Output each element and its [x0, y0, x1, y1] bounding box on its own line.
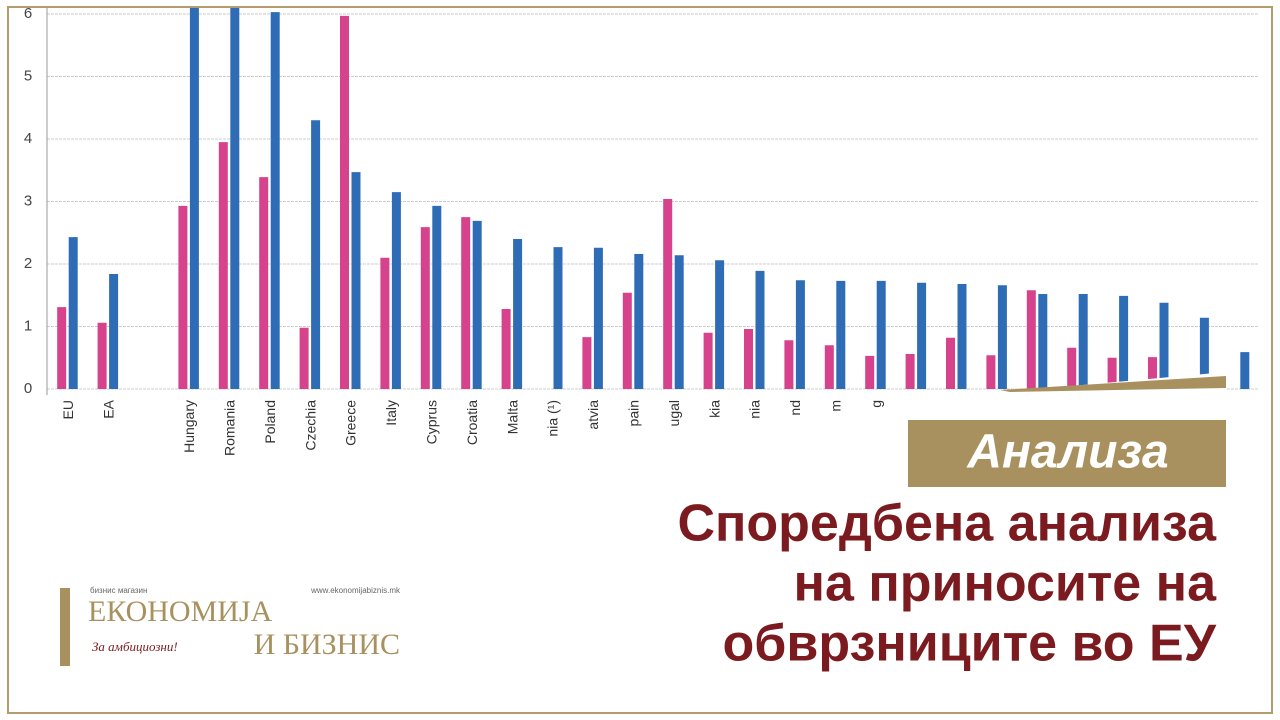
bar	[824, 345, 834, 389]
x-tick-label: Greece	[343, 400, 359, 446]
bar	[340, 15, 349, 389]
logo-bar	[60, 588, 70, 666]
y-tick-label: 5	[24, 67, 32, 84]
banner-tag-bg	[908, 420, 1226, 487]
logo-slogan: За амбициозни!	[92, 639, 178, 654]
x-tick-label: nia	[747, 400, 763, 419]
bar	[622, 292, 632, 389]
frame	[7, 6, 1273, 714]
x-tick-label: atvia	[585, 400, 601, 430]
x-tick-label: Cyprus	[424, 400, 440, 444]
bar	[351, 172, 361, 389]
logo-url: www.ekonomijabiznis.mk	[310, 586, 401, 595]
bar	[1240, 352, 1250, 389]
x-tick-label: m	[828, 400, 844, 412]
x-tick-label: pain	[626, 400, 642, 426]
bar	[68, 237, 78, 389]
bar	[784, 340, 794, 389]
bar	[218, 142, 228, 389]
logo-name: И БИЗНИС	[254, 628, 400, 661]
bar	[420, 227, 430, 389]
y-tick-label: 4	[24, 130, 32, 147]
bar	[259, 177, 269, 389]
bar	[461, 217, 471, 389]
bar	[836, 280, 846, 389]
logo-name: ЕКОНОМИЈА	[88, 595, 273, 628]
x-tick-label: nia (¹)	[545, 400, 561, 437]
bar	[795, 280, 805, 389]
headline: обврзниците во ЕУ	[723, 615, 1217, 673]
banner-tag: Анализа	[966, 426, 1168, 479]
x-tick-label: kia	[706, 400, 722, 418]
bar	[946, 337, 955, 389]
bar	[997, 285, 1007, 389]
bar	[582, 337, 592, 389]
bar	[1199, 317, 1209, 389]
headline: на приносите на	[794, 555, 1218, 613]
x-tick-label: ugal	[666, 400, 682, 426]
bar	[905, 354, 915, 389]
y-tick-label: 3	[24, 192, 32, 209]
bar	[957, 284, 967, 389]
x-tick-label: Hungary	[181, 400, 197, 453]
bar	[715, 260, 725, 389]
bar	[1119, 295, 1129, 389]
y-tick-label: 0	[24, 380, 32, 397]
bar	[1067, 347, 1077, 389]
bar	[663, 199, 673, 389]
bar	[744, 329, 753, 389]
bar	[553, 247, 563, 389]
bar	[1078, 294, 1088, 389]
bar	[501, 309, 511, 389]
x-tick-label: Italy	[383, 400, 399, 426]
bar	[178, 205, 188, 389]
bar	[865, 355, 875, 389]
y-tick-label: 1	[24, 317, 32, 334]
bar	[311, 120, 321, 389]
bar	[57, 307, 67, 389]
chart	[46, 8, 1258, 395]
bar	[1159, 302, 1169, 389]
bar	[593, 247, 603, 389]
y-tick-label: 2	[24, 255, 32, 272]
bar	[432, 205, 442, 389]
bar	[917, 282, 927, 389]
headline: Споредбена анализа	[677, 495, 1217, 553]
bar	[1038, 294, 1048, 389]
bar	[876, 280, 886, 389]
bar	[986, 355, 996, 389]
bar	[472, 220, 482, 389]
x-tick-label: Romania	[222, 400, 238, 456]
x-tick-label: nd	[787, 400, 803, 416]
x-labels: 0 1 2 3 4 5 6 EU EA Hungary Romania Poland Czechia Gr…	[24, 5, 884, 456]
bar	[270, 12, 280, 389]
bar	[391, 192, 401, 389]
bar	[1148, 357, 1157, 389]
bar	[109, 274, 119, 389]
bar	[1107, 357, 1117, 389]
bar	[703, 332, 713, 389]
bar	[380, 257, 390, 389]
bar	[1026, 290, 1036, 389]
bar	[97, 322, 107, 389]
x-tick-label: EA	[100, 399, 116, 418]
x-tick-label: Malta	[504, 400, 520, 434]
bar	[189, 8, 199, 389]
bar	[634, 254, 644, 389]
logo-kicker: бизнис магазин	[90, 586, 147, 595]
x-tick-label: Croatia	[464, 400, 480, 445]
bar	[513, 239, 523, 389]
x-tick-label: EU	[60, 400, 76, 419]
x-tick-label: Poland	[262, 400, 278, 444]
bar	[230, 8, 240, 389]
x-tick-label: Czechia	[302, 400, 318, 451]
bar	[299, 327, 309, 389]
bar	[755, 270, 765, 389]
bar	[674, 255, 684, 389]
x-tick-label: g	[868, 400, 884, 408]
banner-stripe	[1000, 376, 1226, 392]
y-tick-label: 6	[24, 5, 32, 22]
